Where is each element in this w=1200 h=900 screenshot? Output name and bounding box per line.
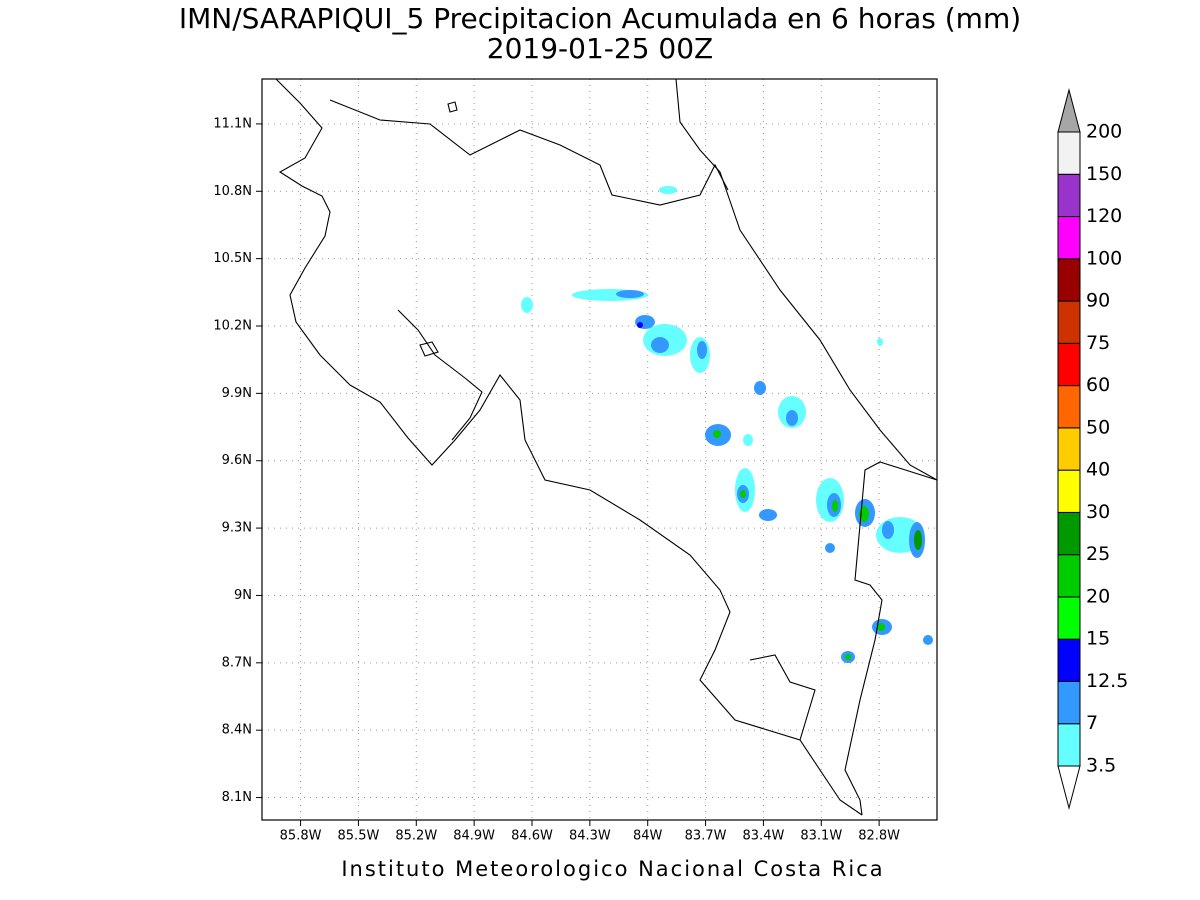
y-tick-label: 11.1N: [213, 116, 252, 131]
colorbar-label: 12.5: [1086, 670, 1128, 692]
colorbar-box: [1057, 300, 1081, 344]
y-tick-label: 8.7N: [222, 655, 252, 670]
colorbar-label: 120: [1086, 205, 1122, 227]
x-tick-label: 83.4W: [743, 829, 785, 844]
colorbar-box: [1057, 216, 1081, 260]
x-tick-label: 84W: [633, 829, 663, 844]
colorbar-label: 25: [1086, 543, 1110, 565]
x-tick-label: 83.7W: [685, 829, 727, 844]
y-tick-label: 10.5N: [213, 251, 252, 266]
colorbar-box: [1057, 131, 1081, 175]
colorbar-under: [1057, 765, 1081, 810]
y-tick-label: 9N: [234, 588, 252, 603]
map-frame: [261, 78, 938, 821]
x-tick-label: 84.6W: [511, 829, 553, 844]
subtitle: 2019-01-25 00Z: [487, 32, 713, 65]
colorbar-box: [1057, 511, 1081, 556]
x-tick-label: 84.9W: [453, 829, 495, 844]
colorbar-label: 200: [1086, 121, 1122, 143]
x-tick-label: 85.8W: [280, 829, 322, 844]
colorbar-box: [1057, 723, 1081, 767]
colorbar-label: 40: [1086, 459, 1110, 481]
footer: Instituto Meteorologico Nacional Costa R…: [341, 857, 884, 881]
x-tick-label: 82.8W: [858, 829, 900, 844]
y-tick-label: 8.4N: [222, 723, 252, 738]
colorbar-box: [1057, 554, 1081, 598]
colorbar: [1057, 88, 1081, 810]
y-tick-label: 10.2N: [213, 319, 252, 334]
colorbar-label: 60: [1086, 374, 1110, 396]
colorbar-label: 90: [1086, 290, 1110, 312]
x-tick-label: 85.2W: [395, 829, 437, 844]
colorbar-box: [1057, 469, 1081, 513]
colorbar-label: 30: [1086, 501, 1110, 523]
coastline: [275, 78, 938, 816]
title: IMN/SARAPIQUI_5 Precipitacion Acumulada …: [179, 2, 1021, 35]
grid: [256, 79, 937, 826]
colorbar-box: [1057, 427, 1081, 471]
y-tick-label: 9.9N: [222, 386, 252, 401]
colorbar-box: [1057, 385, 1081, 429]
colorbar-box: [1057, 258, 1081, 302]
colorbar-label: 15: [1086, 628, 1110, 650]
y-tick-label: 10.8N: [213, 184, 252, 199]
colorbar-label: 3.5: [1086, 755, 1116, 777]
colorbar-label: 20: [1086, 585, 1110, 607]
colorbar-box: [1057, 342, 1081, 387]
y-tick-label: 9.6N: [222, 453, 252, 468]
colorbar-label: 100: [1086, 247, 1122, 269]
colorbar-over: [1057, 88, 1081, 133]
colorbar-box: [1057, 680, 1081, 725]
precipitation: [521, 186, 933, 663]
colorbar-box: [1057, 638, 1081, 682]
y-tick-label: 9.3N: [222, 521, 252, 536]
colorbar-label: 150: [1086, 163, 1122, 185]
colorbar-label: 75: [1086, 332, 1110, 354]
colorbar-box: [1057, 596, 1081, 640]
y-tick-label: 8.1N: [222, 790, 252, 805]
x-tick-label: 84.3W: [569, 829, 611, 844]
colorbar-label: 50: [1086, 416, 1110, 438]
x-tick-label: 83.1W: [800, 829, 842, 844]
colorbar-box: [1057, 173, 1081, 218]
colorbar-label: 7: [1086, 712, 1098, 734]
x-tick-label: 85.5W: [338, 829, 380, 844]
